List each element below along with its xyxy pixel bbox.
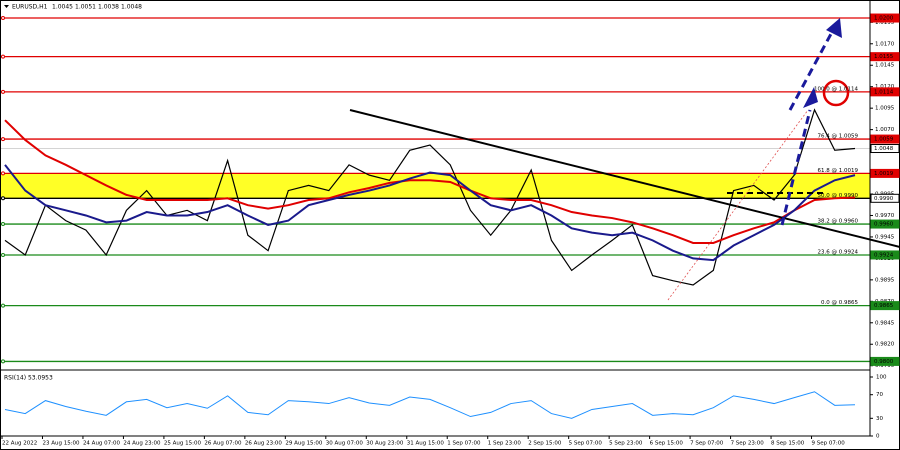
fib-label: 0.0 @ 0.9865 [821, 300, 858, 306]
y-tick-label: 0.9820 [875, 342, 895, 348]
x-tick-label: 2 Sep 15:00 [528, 441, 562, 447]
x-tick-label: 24 Aug 07:00 [83, 441, 121, 447]
level-label: 1.0059 [874, 137, 894, 143]
level-anchor [1, 137, 5, 142]
trendline [349, 109, 900, 248]
x-tick-label: 7 Sep 07:00 [690, 441, 724, 447]
y-tick-label: 0.9895 [875, 277, 895, 283]
x-tick-label: 30 Aug 23:00 [366, 441, 404, 447]
series-line [4, 119, 856, 244]
arrow [788, 31, 834, 111]
y-tick-label: 1.0145 [875, 63, 895, 69]
level-anchor [1, 171, 5, 176]
rsi-line [4, 391, 856, 419]
x-tick-label: 30 Aug 07:00 [326, 441, 364, 447]
fib-label: 61.8 @ 1.0019 [818, 168, 859, 174]
level-label-box [870, 356, 900, 366]
level-label: 0.9990 [874, 196, 894, 202]
fib-label: 38.2 @ 0.9960 [818, 219, 859, 225]
x-tick-label: 8 Sep 15:00 [771, 441, 805, 447]
x-tick-label: 7 Sep 23:00 [731, 441, 765, 447]
level-anchor [1, 196, 5, 201]
level-anchor [1, 303, 5, 308]
level-label-box [870, 134, 900, 144]
level-label: 1.0019 [874, 171, 894, 177]
level-label-box [870, 52, 900, 62]
level-label: 1.0155 [874, 54, 894, 60]
level-label-box [870, 193, 900, 203]
level-label: 1.0200 [874, 16, 894, 22]
x-tick-label: 9 Sep 07:00 [812, 441, 846, 447]
y-tick-label: 0.9795 [875, 363, 895, 369]
y-tick-label: 1.0095 [875, 106, 895, 112]
level-label-box [870, 219, 900, 229]
level-label-box [870, 87, 900, 97]
arrow-head [803, 87, 818, 108]
fib-label: 23.6 @ 0.9924 [818, 249, 859, 255]
highlight-zone [0, 173, 870, 199]
x-tick-label: 6 Sep 15:00 [650, 441, 684, 447]
x-tick-label: 26 Aug 07:00 [204, 441, 242, 447]
ohlc-high: 1.0051 [75, 4, 96, 11]
x-tick-label: 22 Aug 2022 [2, 441, 37, 447]
level-anchor [1, 54, 5, 59]
level-label: 0.9960 [874, 222, 894, 228]
y-tick-label: 1.0170 [875, 41, 895, 47]
level-label-box [870, 168, 900, 178]
y-tick-label: 0.9845 [875, 320, 895, 326]
x-tick-label: 29 Aug 15:00 [285, 441, 323, 447]
rsi-tick-label: 30 [876, 416, 883, 422]
arrow-head [826, 18, 842, 38]
x-tick-label: 25 Aug 15:00 [164, 441, 202, 447]
x-tick-label: 1 Sep 07:00 [447, 441, 481, 447]
level-anchor [1, 16, 5, 21]
ohlc-close: 1.0048 [121, 4, 142, 11]
current-price-box [870, 144, 900, 154]
x-tick-label: 1 Sep 23:00 [488, 441, 522, 447]
current-price-label: 1.0048 [874, 146, 894, 152]
y-tick-label: 1.0120 [875, 84, 895, 90]
x-tick-label: 5 Sep 07:00 [569, 441, 603, 447]
level-label: 1.0114 [874, 89, 894, 95]
level-label: 0.9800 [874, 359, 894, 365]
fib-label: 100.0 @ 1.0114 [814, 86, 858, 92]
highlight-circle [822, 79, 850, 107]
ohlc-low: 1.0038 [98, 4, 119, 11]
y-tick-label: 1.0070 [875, 127, 895, 133]
dropdown-icon [4, 5, 9, 8]
level-anchor [1, 89, 5, 94]
x-tick-label: 31 Aug 15:00 [407, 441, 445, 447]
rsi-tick-label: 70 [876, 392, 883, 398]
level-label: 0.9924 [874, 252, 894, 258]
y-tick-label: 1.0195 [875, 20, 895, 26]
level-label-box [870, 250, 900, 260]
x-tick-label: 26 Aug 23:00 [245, 441, 283, 447]
y-tick-label: 0.9945 [875, 234, 895, 240]
level-label: 0.9865 [874, 303, 894, 309]
fib-label: 50.0 @ 0.9990 [818, 193, 859, 199]
series-line [4, 164, 856, 262]
level-anchor [1, 252, 5, 257]
fib-line [667, 109, 809, 301]
level-anchor [1, 359, 5, 364]
fib-label: 76.4 @ 1.0059 [818, 134, 859, 140]
ohlc-open: 1.0045 [52, 4, 73, 11]
rsi-label: RSI(14) 53.0953 [4, 375, 53, 382]
rsi-tick-label: 100 [876, 375, 887, 381]
x-tick-label: 24 Aug 23:00 [123, 441, 161, 447]
arrow [780, 109, 812, 226]
x-tick-label: 5 Sep 23:00 [609, 441, 643, 447]
series-line [4, 108, 856, 286]
zone-layer [0, 173, 870, 199]
rsi-tick-label: 0 [876, 434, 880, 440]
level-anchor [1, 222, 5, 227]
level-label-box [870, 13, 900, 23]
main-panel [0, 16, 870, 364]
level-label-box [870, 301, 900, 311]
symbol: EURUSD,H1 [12, 4, 48, 11]
y-tick-label: 0.9970 [875, 213, 895, 219]
x-tick-label: 23 Aug 15:00 [42, 441, 80, 447]
